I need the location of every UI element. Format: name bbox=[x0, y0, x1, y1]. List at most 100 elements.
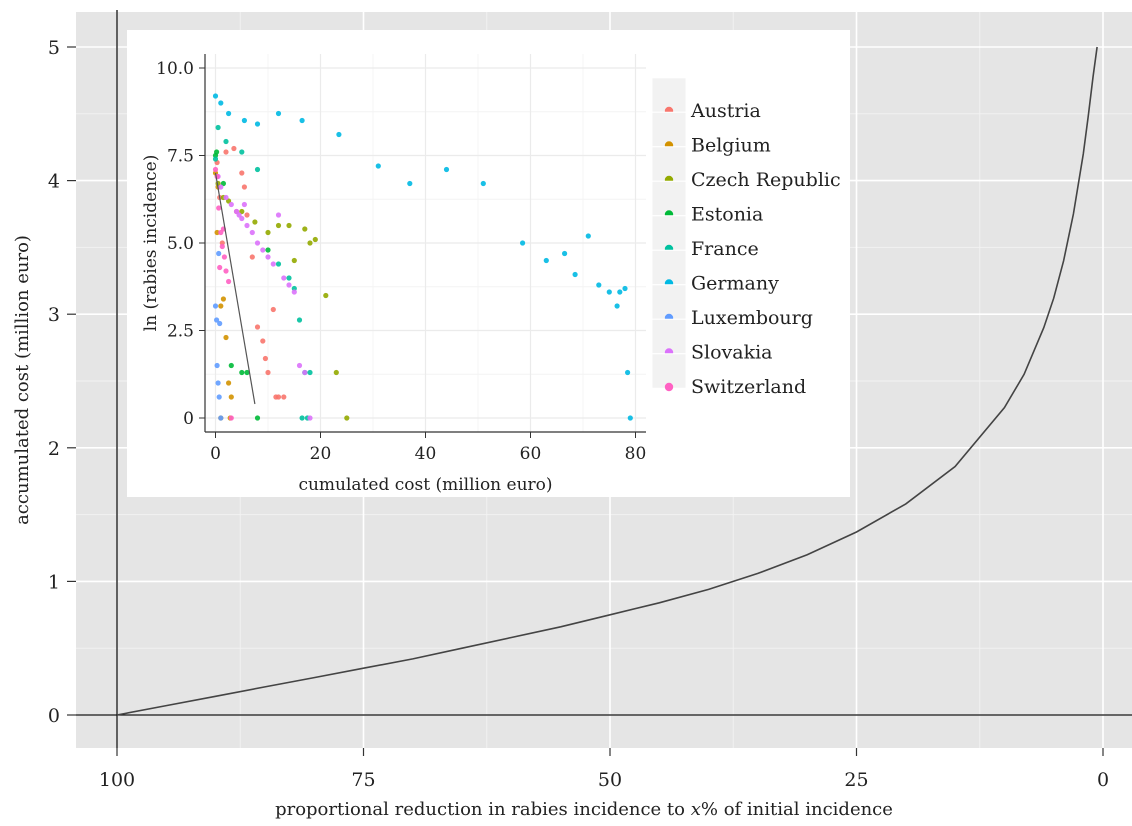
inset-scatter-point bbox=[299, 415, 305, 421]
inset-scatter-point bbox=[625, 369, 631, 376]
inset-scatter-point bbox=[223, 149, 229, 155]
inset-scatter-point bbox=[239, 369, 245, 376]
inset-scatter-point bbox=[344, 415, 350, 421]
legend-label: Slovakia bbox=[691, 342, 773, 364]
inset-scatter-point bbox=[375, 163, 381, 169]
inset-scatter-point bbox=[270, 306, 276, 313]
inset-scatter-point bbox=[216, 205, 222, 211]
inset-scatter-point bbox=[307, 240, 313, 246]
inset-series-germany bbox=[212, 93, 633, 421]
legend-label: Luxembourg bbox=[691, 307, 813, 329]
inset-scatter-point bbox=[286, 275, 292, 281]
inset-scatter-point bbox=[228, 362, 234, 369]
inset-scatter-point bbox=[254, 415, 261, 421]
inset-scatter-point bbox=[275, 222, 282, 229]
inset-scatter-point bbox=[275, 394, 282, 400]
inset-scatter-point bbox=[212, 156, 219, 162]
inset-scatter-point bbox=[627, 415, 633, 421]
inset-scatter-point bbox=[212, 166, 219, 173]
inset-scatter-point bbox=[296, 317, 303, 323]
inset-scatter-point bbox=[214, 362, 220, 369]
inset-scatter-point bbox=[215, 124, 221, 131]
inset-scatter-point bbox=[244, 212, 250, 218]
inset-scatter-point bbox=[226, 278, 232, 285]
legend-key-background bbox=[651, 180, 687, 217]
inset-scatter-point bbox=[236, 212, 242, 218]
x-tick-label: 100 bbox=[99, 769, 135, 791]
inset-scatter-point bbox=[333, 369, 339, 376]
inset-scatter-point bbox=[219, 243, 225, 250]
inset-background bbox=[127, 30, 850, 497]
inset-scatter-point bbox=[254, 166, 261, 173]
legend-key-background bbox=[651, 249, 687, 286]
inset-scatter-point bbox=[275, 110, 282, 117]
inset-scatter-point bbox=[407, 180, 413, 187]
inset-scatter-point bbox=[217, 320, 223, 327]
inset-x-tick-label: 60 bbox=[520, 444, 542, 464]
inset-scatter-point bbox=[265, 229, 271, 236]
inset-scatter-point bbox=[275, 212, 282, 218]
x-tick-label: 0 bbox=[1097, 769, 1109, 791]
inset-scatter-point bbox=[223, 334, 229, 341]
y-tick-label: 0 bbox=[48, 705, 60, 727]
legend-key-point bbox=[664, 382, 674, 392]
inset-scatter-point bbox=[239, 149, 245, 155]
inset-scatter-point bbox=[223, 138, 229, 145]
inset-scatter-point bbox=[254, 121, 261, 127]
inset-scatter-point bbox=[239, 170, 245, 176]
inset-scatter-point bbox=[239, 208, 245, 215]
x-tick-label: 50 bbox=[598, 769, 622, 791]
y-tick-label: 3 bbox=[48, 304, 60, 326]
y-tick-label: 2 bbox=[48, 438, 60, 460]
inset-scatter-point bbox=[614, 303, 620, 309]
inset-scatter-point bbox=[244, 369, 250, 376]
legend-label: Belgium bbox=[691, 135, 771, 157]
inset-scatter-point bbox=[218, 100, 224, 106]
main-axes: 0 1 2 3 4 5 100 75 50 25 0 proportional reduction i… bbox=[12, 37, 1109, 820]
inset-scatter-point bbox=[218, 303, 224, 309]
inset-scatter-point bbox=[622, 285, 628, 292]
legend-label: Switzerland bbox=[691, 376, 806, 398]
inset-scatter-point bbox=[270, 261, 276, 267]
inset-scatter-point bbox=[443, 166, 450, 173]
inset-scatter-point bbox=[312, 236, 318, 243]
inset-scatter-point bbox=[307, 415, 313, 421]
inset-scatter-point bbox=[223, 194, 229, 201]
inset-scatter-point bbox=[214, 149, 220, 155]
inset-scatter-point bbox=[249, 254, 255, 260]
inset-scatter-point bbox=[281, 275, 287, 281]
x-axis-title-part: % of initial incidence bbox=[701, 799, 893, 820]
inset-scatter-point bbox=[231, 145, 237, 152]
inset-y-tick-label: 2.5 bbox=[167, 322, 194, 342]
inset-scatter-point bbox=[260, 338, 266, 344]
inset-scatter-point bbox=[241, 184, 247, 190]
inset-scatter-point bbox=[228, 415, 234, 421]
x-axis-title-part: proportional reduction in rabies inciden… bbox=[275, 799, 691, 820]
inset-scatter-point bbox=[281, 394, 287, 400]
inset-scatter-point bbox=[286, 222, 292, 229]
legend-label: France bbox=[691, 238, 759, 260]
inset-scatter-point bbox=[480, 180, 486, 187]
inset-y-tick-label: 10.0 bbox=[156, 59, 194, 79]
inset-x-tick-label: 80 bbox=[625, 444, 647, 464]
legend-key-background bbox=[651, 111, 687, 148]
inset-scatter-point bbox=[228, 201, 234, 208]
inset-y-tick-label: 5.0 bbox=[167, 234, 194, 254]
inset-scatter-point bbox=[562, 250, 568, 257]
inset-scatter-chart: 0 2.5 5.0 7.5 10.0 0 20 40 60 80 cumulated cost (m… bbox=[127, 30, 850, 497]
inset-x-tick-label: 40 bbox=[415, 444, 437, 464]
legend-label: Austria bbox=[690, 100, 761, 122]
inset-scatter-point bbox=[218, 184, 224, 190]
inset-scatter-point bbox=[543, 257, 549, 264]
inset-scatter-point bbox=[216, 250, 222, 257]
y-tick-label: 4 bbox=[48, 171, 60, 193]
cost-curve-line bbox=[116, 46, 1098, 716]
y-tick-label: 5 bbox=[48, 37, 60, 59]
inset-scatter-point bbox=[252, 219, 258, 225]
inset-scatter-point bbox=[215, 380, 221, 386]
legend-label: Czech Republic bbox=[691, 169, 841, 191]
legend-key-background bbox=[651, 318, 687, 355]
inset-legend: Austria Belgium Czech Republic Estonia Franc… bbox=[651, 77, 841, 398]
inset-scatter-point bbox=[262, 355, 268, 362]
inset-scatter-point bbox=[226, 380, 232, 386]
